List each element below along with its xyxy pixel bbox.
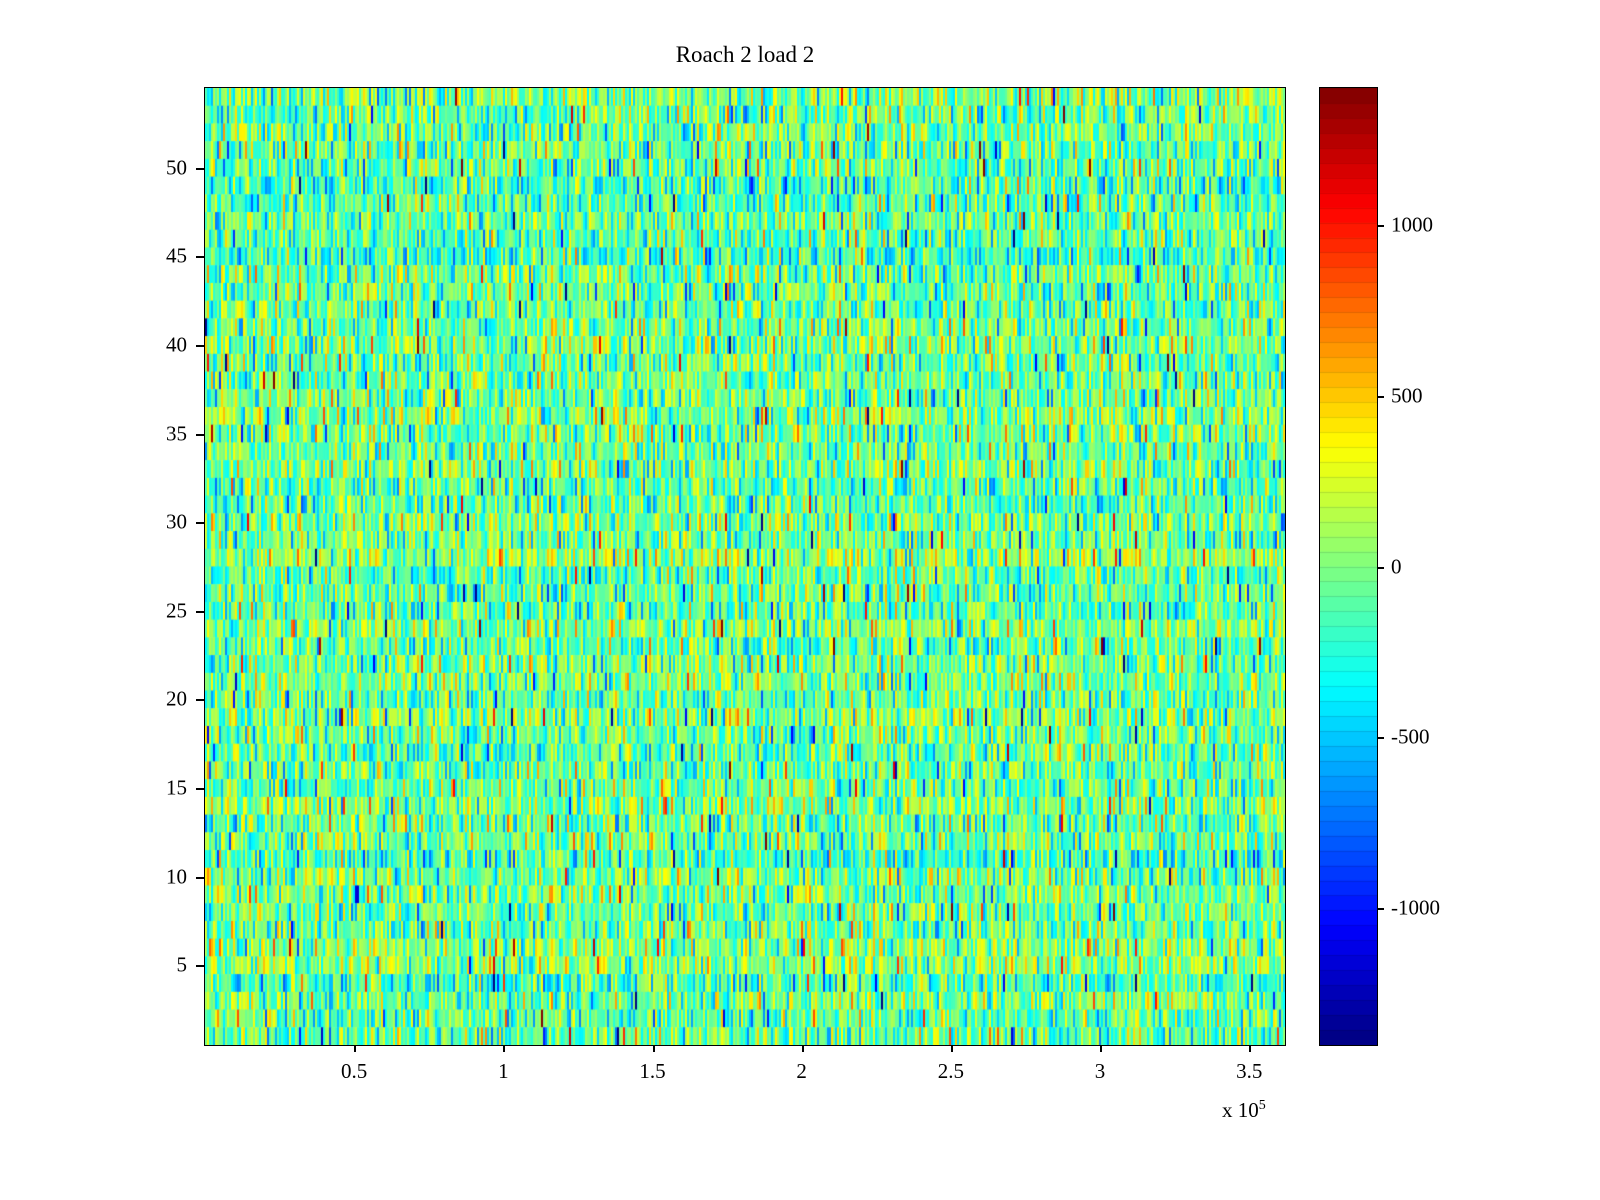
- y-axis-tick-label: 10: [166, 864, 187, 889]
- x-axis-exponent-base: x 10: [1222, 1098, 1259, 1122]
- y-axis-tick-label: 40: [166, 332, 187, 357]
- x-axis-tick-label: 3: [1094, 1059, 1106, 1083]
- colorbar-tick-label: -500: [1391, 724, 1430, 749]
- colorbar-tick-label: 1000: [1391, 212, 1433, 237]
- y-axis-tick-label: 15: [166, 775, 187, 800]
- x-tick-mark: [652, 1045, 655, 1052]
- y-axis-tick-label: 30: [166, 509, 187, 534]
- x-tick-mark: [503, 1045, 506, 1052]
- y-axis-tick-label: 20: [166, 686, 187, 711]
- colorbar-tick-mark: [1377, 737, 1384, 740]
- y-tick-mark: [196, 256, 204, 259]
- y-tick-mark: [196, 167, 204, 170]
- colorbar-tick-mark: [1377, 395, 1384, 398]
- x-axis-exponent-label: x 105: [1222, 1098, 1266, 1123]
- y-tick-mark: [196, 699, 204, 702]
- y-tick-mark: [196, 965, 204, 968]
- y-axis-tick-label: 35: [166, 421, 187, 446]
- colorbar-tick-mark: [1377, 566, 1384, 569]
- colorbar-tick-label: 500: [1391, 383, 1423, 408]
- x-tick-mark: [1249, 1045, 1252, 1052]
- y-axis-tick-label: 45: [166, 243, 187, 268]
- x-axis-tick-label: 1: [498, 1059, 509, 1083]
- colorbar-tick-label: -1000: [1391, 895, 1440, 920]
- x-tick-mark: [950, 1045, 953, 1052]
- chart-title: Roach 2 load 2: [675, 42, 815, 67]
- colorbar-canvas: [1320, 88, 1377, 1045]
- x-axis-tick-label: 3.5: [1236, 1059, 1263, 1083]
- colorbar-tick-label: 0: [1391, 554, 1402, 578]
- y-tick-mark: [196, 522, 204, 525]
- heatmap-canvas: [205, 88, 1285, 1045]
- x-axis-tick-label: 2: [796, 1059, 807, 1083]
- y-tick-mark: [196, 610, 204, 613]
- colorbar-tick-mark: [1377, 908, 1384, 911]
- y-tick-mark: [196, 344, 204, 347]
- colorbar-frame: [1319, 87, 1378, 1046]
- x-axis-tick-label: 2.5: [937, 1059, 964, 1083]
- x-axis-tick-label: 0.5: [341, 1059, 368, 1083]
- x-tick-mark: [354, 1045, 357, 1052]
- y-tick-mark: [196, 433, 204, 436]
- y-tick-mark: [196, 876, 204, 879]
- y-axis-tick-label: 50: [166, 155, 187, 180]
- x-tick-mark: [1100, 1045, 1103, 1052]
- x-axis-tick-label: 1.5: [639, 1059, 666, 1083]
- plot-frame: [204, 87, 1286, 1046]
- y-axis-tick-label: 25: [166, 598, 187, 623]
- y-tick-mark: [196, 788, 204, 791]
- y-axis-tick-label: 5: [176, 952, 188, 977]
- x-axis-exponent-power: 5: [1258, 1098, 1266, 1113]
- colorbar-tick-mark: [1377, 224, 1384, 227]
- x-tick-mark: [801, 1045, 804, 1052]
